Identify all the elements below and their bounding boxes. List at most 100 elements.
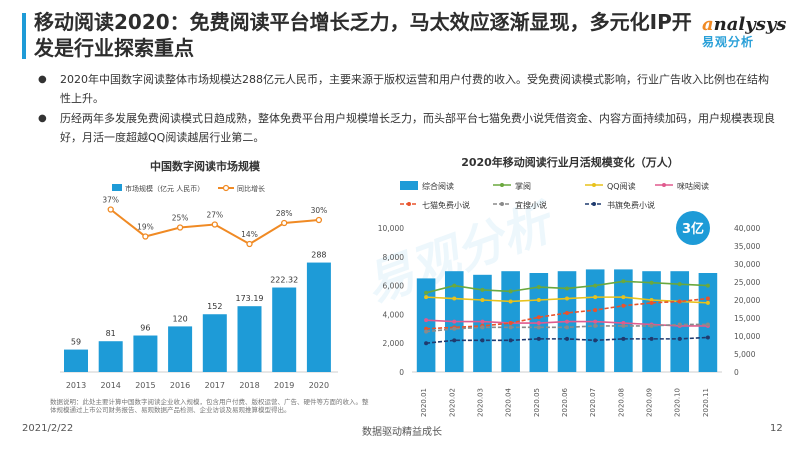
chart2-yright-tick-6: 30,000	[734, 260, 760, 269]
chart2-point-3-5	[565, 319, 569, 324]
chart1-title: 中国数字阅读市场规模	[150, 159, 261, 173]
chart2-bar-2020.08	[614, 269, 633, 372]
chart1-bar-label-2020: 288	[311, 251, 326, 260]
chart2-point-6-10	[705, 335, 710, 340]
chart1-growth-point-2014	[107, 206, 114, 213]
chart1-growth-label-2019: 28%	[276, 209, 293, 218]
chart2-yright-tick-5: 25,000	[734, 278, 760, 287]
chart2-yleft-tick-5: 10,000	[378, 224, 404, 233]
chart2-legend-label-6: 书旗免费小说	[607, 200, 655, 210]
chart2-point-1-0	[424, 290, 429, 295]
chart1-bar-label-2013: 59	[71, 338, 81, 347]
footer-page-number: 12	[770, 423, 783, 434]
chart2-legend-label-0: 综合阅读	[422, 181, 454, 191]
chart2-point-1-1	[452, 283, 457, 288]
chart2-yleft-tick-4: 8,000	[383, 253, 405, 262]
chart2-legend-marker-4	[407, 202, 411, 206]
chart2-point-4-8	[649, 300, 654, 305]
chart1-xtick-2018: 2018	[239, 381, 259, 390]
chart1-bar-2018	[237, 306, 262, 372]
chart2-point-5-6	[593, 323, 598, 328]
chart1-growth-label-2020: 30%	[311, 206, 328, 215]
chart2-point-4-10	[705, 296, 710, 301]
chart2-point-1-3	[508, 289, 513, 294]
chart2-title: 2020年移动阅读行业月活规模变化（万人）	[461, 155, 679, 169]
chart2-yleft-tick-3: 6,000	[383, 282, 405, 291]
chart2-legend-label-3: 咪咕阅读	[677, 181, 709, 191]
chart2-point-6-6	[593, 338, 598, 343]
chart2-yright-tick-8: 40,000	[734, 224, 760, 233]
chart1-growth-point-2018	[246, 240, 253, 248]
chart2-legend-label-4: 七猫免费小说	[422, 200, 470, 210]
chart2-line-4	[426, 297, 708, 330]
chart2-point-2-5	[565, 296, 569, 301]
chart2-point-6-7	[621, 336, 626, 341]
chart2-xtick-2020.08: 2020.08	[617, 388, 625, 417]
chart2-point-4-9	[677, 299, 682, 304]
chart2-yright-tick-7: 35,000	[734, 242, 760, 251]
chart2-point-6-0	[424, 341, 429, 346]
chart2-yright-tick-0: 0	[734, 368, 739, 377]
chart2-legend-label-1: 掌阅	[515, 181, 531, 191]
chart1-legend-line-label: 同比增长	[237, 184, 265, 193]
chart2-point-4-3	[508, 321, 513, 326]
analysys-logo: analysys 易观分析	[702, 14, 786, 50]
chart2-point-2-1	[452, 296, 457, 301]
chart1-bar-label-2014: 81	[106, 329, 116, 338]
chart1-growth-label-2018: 14%	[241, 230, 258, 239]
chart2-point-5-2	[480, 325, 485, 330]
chart2-legend-marker-6	[592, 202, 596, 206]
chart2-yright-tick-1: 5,000	[734, 350, 756, 359]
chart1-bar-2020	[306, 262, 331, 372]
chart2-point-2-10	[705, 300, 710, 305]
chart2-xtick-2020.09: 2020.09	[646, 388, 654, 417]
chart2-point-6-5	[565, 336, 569, 341]
chart1-xtick-2013: 2013	[66, 381, 86, 390]
chart1-bar-label-2016: 120	[172, 314, 187, 323]
chart2-point-6-8	[649, 336, 654, 341]
chart1-growth-label-2016: 25%	[172, 214, 189, 223]
chart2-point-6-1	[452, 338, 457, 343]
chart2-point-1-4	[536, 285, 541, 290]
chart2-point-2-0	[424, 295, 429, 300]
chart2-legend-swatch-0	[400, 181, 418, 190]
chart2-point-6-2	[480, 338, 485, 343]
chart2-point-5-4	[536, 325, 541, 330]
chart1-bar-2019	[272, 287, 297, 372]
chart2-bar-2020.09	[642, 271, 661, 372]
chart2-point-6-9	[677, 336, 682, 341]
chart2-point-2-2	[480, 298, 485, 302]
chart2-legend-marker-5	[500, 202, 504, 206]
chart1-growth-point-2015	[142, 233, 149, 240]
chart1-bar-label-2018: 173.19	[236, 294, 264, 303]
chart2-annotation-bubble	[676, 211, 710, 245]
chart2-point-2-8	[649, 298, 654, 302]
data-note: 数据说明：此处主要计算中国数字阅读企业收入规模，包含用户付费、版权运营、广告、硬…	[50, 398, 369, 414]
chart1-growth-point-2016	[176, 224, 184, 231]
chart1-xtick-2019: 2019	[274, 381, 294, 390]
chart2-point-1-6	[593, 283, 598, 288]
chart2-point-3-4	[536, 321, 541, 326]
footer-slogan: 数据驱动精益成长	[362, 427, 442, 438]
chart1-legend-line-marker	[222, 184, 230, 192]
chart2-yright-tick-3: 15,000	[734, 314, 760, 323]
chart1-xtick-2016: 2016	[170, 381, 190, 390]
chart1-bar-2013	[64, 349, 88, 372]
chart2-yright-tick-2: 10,000	[734, 332, 760, 341]
chart2-point-5-0	[424, 329, 429, 334]
chart1-bar-label-2017: 152	[207, 302, 222, 311]
chart2-point-5-9	[677, 322, 682, 327]
chart2-legend-label-5: 宜搜小说	[515, 200, 547, 210]
chart2-point-4-4	[536, 315, 541, 320]
chart2-xtick-2020.07: 2020.07	[589, 388, 597, 417]
logo-wordmark: analysys	[702, 14, 786, 35]
chart2-legend-marker-2	[592, 183, 596, 187]
chart2-point-2-3	[508, 299, 513, 304]
chart2-point-3-1	[452, 319, 457, 324]
chart2-point-5-1	[452, 326, 457, 331]
chart2-point-5-3	[508, 325, 513, 330]
chart1-xtick-2020: 2020	[309, 381, 329, 390]
chart2-point-1-5	[565, 286, 569, 291]
chart2-xtick-2020.10: 2020.10	[674, 388, 682, 417]
